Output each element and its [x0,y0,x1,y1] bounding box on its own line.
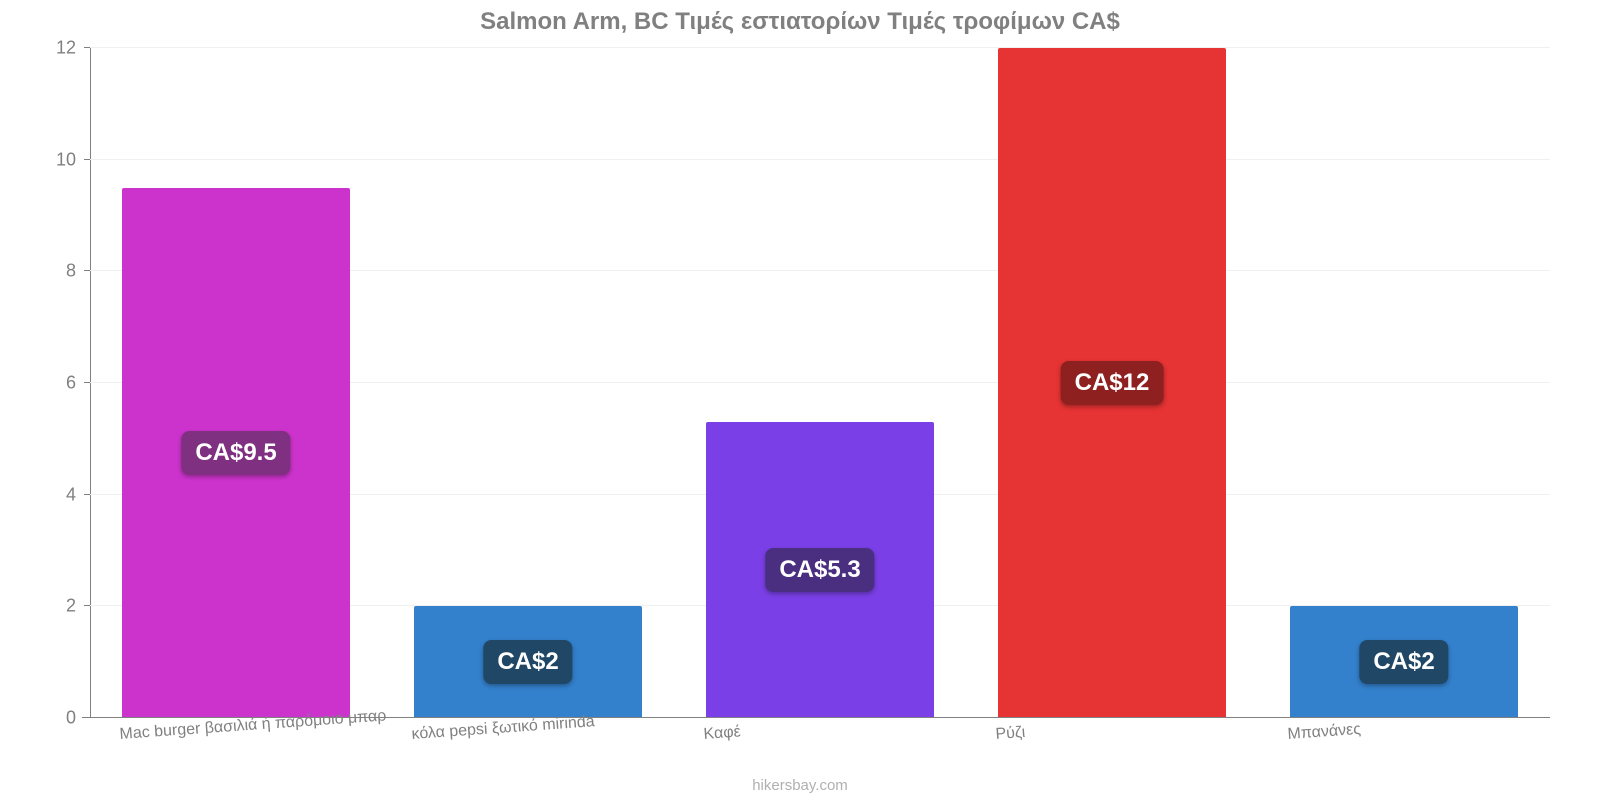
bar-slot: CA$5.3 [674,48,966,718]
bar: CA$9.5 [122,188,350,718]
bar-slot: CA$9.5 [90,48,382,718]
ytick-label: 10 [56,149,76,170]
bar-slot: CA$2 [1258,48,1550,718]
bar-slot: CA$12 [966,48,1258,718]
value-badge: CA$5.3 [765,548,874,592]
x-axis-label: Καφέ [703,723,741,744]
ytick-label: 0 [66,708,76,729]
xlabel-slot: Μπανάνες [1258,720,1550,760]
x-axis-label: Μπανάνες [1287,721,1362,744]
xlabel-slot: Καφέ [674,720,966,760]
bar: CA$5.3 [706,422,934,718]
x-axis-label: Ρύζι [995,724,1026,744]
ytick-label: 6 [66,373,76,394]
ytick-label: 4 [66,484,76,505]
ytick-label: 2 [66,596,76,617]
x-axis-labels: Mac burger βασιλιά ή παρόμοιο μπαρκόλα p… [90,720,1550,760]
plot-area: 024681012 CA$9.5CA$2CA$5.3CA$12CA$2 [90,48,1550,718]
value-badge: CA$12 [1061,361,1164,405]
ytick-label: 12 [56,38,76,59]
value-badge: CA$2 [483,640,572,684]
xlabel-slot: Ρύζι [966,720,1258,760]
credit-text: hikersbay.com [0,777,1600,794]
xlabel-slot: κόλα pepsi ξωτικό mirinda [382,720,674,760]
value-badge: CA$9.5 [181,431,290,475]
bar: CA$2 [414,606,642,718]
bar: CA$12 [998,48,1226,718]
bar-chart: Salmon Arm, BC Τιμές εστιατορίων Τιμές τ… [0,0,1600,800]
chart-title: Salmon Arm, BC Τιμές εστιατορίων Τιμές τ… [0,8,1600,36]
bar-slot: CA$2 [382,48,674,718]
value-badge: CA$2 [1359,640,1448,684]
bar: CA$2 [1290,606,1518,718]
xlabel-slot: Mac burger βασιλιά ή παρόμοιο μπαρ [90,720,382,760]
ytick-label: 8 [66,261,76,282]
bars-container: CA$9.5 CA$2 CA$5.3 CA$12 CA$2 [90,48,1550,718]
